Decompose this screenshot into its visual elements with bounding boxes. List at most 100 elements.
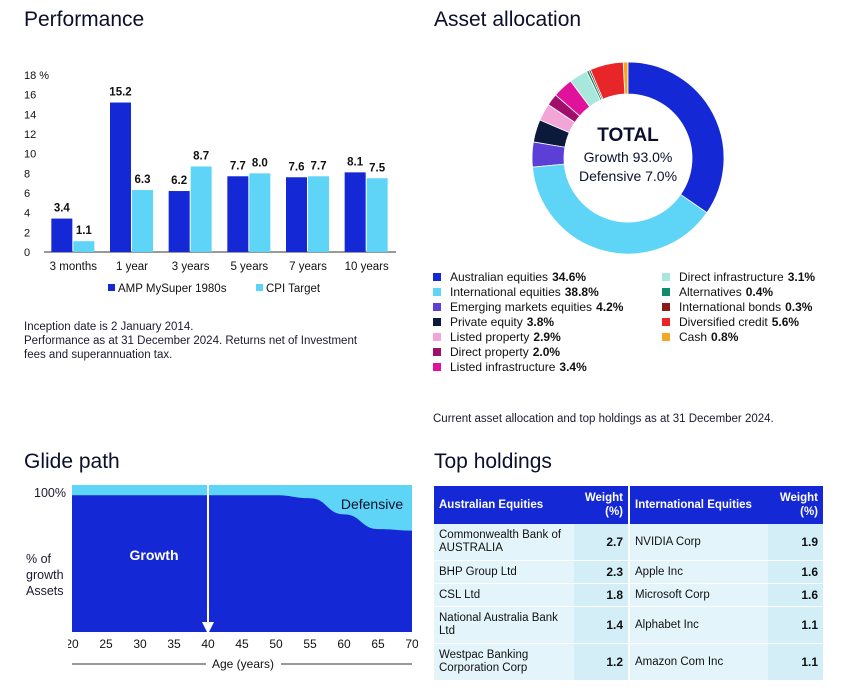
legend-label: Alternatives xyxy=(679,285,742,299)
growth-area-label: Growth xyxy=(130,547,179,563)
legend-swatch xyxy=(662,273,670,281)
au-holding-weight: 1.4 xyxy=(574,607,628,644)
fund-data-label: 6.2 xyxy=(171,175,187,187)
au-holding-weight: 2.7 xyxy=(574,524,628,561)
intl-holding-weight: 1.6 xyxy=(768,584,823,607)
legend-item-listed-infrastructure: Listed infrastructure 3.4% xyxy=(433,360,587,374)
inception-note: Inception date is 2 January 2014. xyxy=(24,321,194,333)
donut-slice-direct-infrastructure xyxy=(569,70,601,108)
x-tick-label: 10 years xyxy=(345,261,389,273)
legend-item-listed-property: Listed property 2.9% xyxy=(433,330,561,344)
glide-y-label: % of growth Assets xyxy=(26,551,64,599)
age-tick-label: 35 xyxy=(167,637,181,651)
fund-bar xyxy=(227,176,249,252)
au-holding-weight: 2.3 xyxy=(574,561,628,584)
legend-value: 0.3% xyxy=(785,300,813,314)
glide-y-label-line3: Assets xyxy=(26,584,64,598)
legend-value: 4.2% xyxy=(596,300,624,314)
legend-item-australian-equities: Australian equities 34.6% xyxy=(433,270,586,284)
holdings-title: Top holdings xyxy=(434,450,552,473)
legend-swatch xyxy=(662,288,670,296)
au-holding-weight: 1.8 xyxy=(574,584,628,607)
intl-holding-weight: 1.1 xyxy=(768,607,823,644)
target-data-label: 6.3 xyxy=(135,174,151,186)
y-tick-label: 2 xyxy=(24,227,30,239)
target-legend-label: CPI Target xyxy=(266,283,321,295)
target-data-label: 7.7 xyxy=(311,160,327,172)
fund-bar xyxy=(286,177,307,252)
target-data-label: 8.0 xyxy=(252,157,268,169)
donut-slice-listed-infrastructure xyxy=(554,80,591,117)
header-international-equities: International Equities xyxy=(628,486,768,524)
fund-data-label: 7.6 xyxy=(289,161,305,173)
legend-label: Australian equities xyxy=(450,270,549,284)
age-tick-label: 70 xyxy=(405,637,418,651)
y-tick-label: 18 % xyxy=(24,70,49,82)
target-bar xyxy=(73,241,95,252)
intl-holding-name: Apple Inc xyxy=(628,561,768,584)
legend-label: Direct infrastructure xyxy=(679,270,784,284)
header-australian-equities: Australian Equities xyxy=(434,486,574,524)
y-tick-label: 6 xyxy=(24,188,30,200)
glide-path-chart: Growth Defensive 20 25 30 35 40 45 50 55 60 65 70 Age… xyxy=(68,485,418,671)
legend-item-cash: Cash 0.8% xyxy=(662,330,738,344)
target-bar xyxy=(366,178,388,252)
age-tick-label: 30 xyxy=(133,637,147,651)
legend-swatch xyxy=(662,318,670,326)
legend-value: 3.8% xyxy=(526,315,555,329)
glide-top-label: 100% xyxy=(34,486,66,500)
performance-note: Inception date is 2 January 2014. Perfor… xyxy=(24,320,394,362)
allocation-title: Asset allocation xyxy=(434,8,582,31)
intl-holding-weight: 1.6 xyxy=(768,561,823,584)
donut-center-growth: Growth 93.0% xyxy=(584,149,673,165)
legend-swatch xyxy=(433,363,441,371)
fund-data-label: 3.4 xyxy=(54,203,71,215)
header-au-weight: Weight (%) xyxy=(574,486,628,524)
age-tick-label: 65 xyxy=(371,637,385,651)
y-tick-label: 0 xyxy=(24,247,30,259)
legend-swatch xyxy=(433,288,441,296)
age-tick-label: 50 xyxy=(269,637,283,651)
glide-y-label-line1: % of xyxy=(26,552,52,566)
legend-item-alternatives: Alternatives 0.4% xyxy=(662,285,773,299)
table-row: CSL Ltd 1.8 Microsoft Corp 1.6 xyxy=(434,584,823,607)
legend-label: International equities xyxy=(450,285,561,299)
x-tick-label: 7 years xyxy=(289,261,327,273)
age-tick-label: 40 xyxy=(201,637,215,651)
current-age-arrow-icon xyxy=(202,622,214,634)
y-tick-label: 8 xyxy=(24,168,30,180)
allocation-note: Current asset allocation and top holding… xyxy=(433,413,774,425)
legend-label: Emerging markets equities xyxy=(450,300,593,314)
legend-swatch xyxy=(433,318,441,326)
target-bar xyxy=(249,173,271,252)
donut-slice-emerging-markets-equities xyxy=(531,141,566,168)
fund-legend-swatch xyxy=(108,284,115,291)
legend-label: Listed property xyxy=(450,330,530,344)
au-holding-name: National Australia Bank Ltd xyxy=(434,607,574,644)
y-tick-label: 16 xyxy=(24,90,36,102)
au-holding-name: Westpac Banking Corporation Corp xyxy=(434,644,574,681)
legend-swatch xyxy=(662,333,670,341)
legend-item-diversified-credit: Diversified credit 5.6% xyxy=(662,315,799,329)
fund-legend-label: AMP MySuper 1980s xyxy=(118,283,227,295)
au-holding-name: CSL Ltd xyxy=(434,584,574,607)
legend-value: 3.4% xyxy=(559,360,587,374)
legend-value: 5.6% xyxy=(771,315,800,329)
donut-slice-direct-property xyxy=(547,94,581,123)
legend-label: Listed infrastructure xyxy=(450,360,556,374)
donut-slice-private-equity xyxy=(532,119,570,148)
allocation-donut-chart: TOTAL Growth 93.0% Defensive 7.0% xyxy=(531,61,725,255)
legend-item-private-equity: Private equity 3.8% xyxy=(433,315,554,329)
growth-area xyxy=(72,495,412,632)
intl-holding-name: NVIDIA Corp xyxy=(628,524,768,561)
legend-item-emerging-markets-equities: Emerging markets equities 4.2% xyxy=(433,300,623,314)
x-tick-label: 5 years xyxy=(230,261,268,273)
table-row: National Australia Bank Ltd 1.4 Alphabet I… xyxy=(434,607,823,644)
x-tick-label: 1 year xyxy=(116,261,148,273)
defensive-area-label: Defensive xyxy=(341,496,403,512)
y-tick-label: 12 xyxy=(24,129,36,141)
donut-center-defensive: Defensive 7.0% xyxy=(579,168,677,184)
legend-value: 0.4% xyxy=(745,285,774,299)
x-tick-label: 3 years xyxy=(172,261,210,273)
au-holding-weight: 1.2 xyxy=(574,644,628,681)
